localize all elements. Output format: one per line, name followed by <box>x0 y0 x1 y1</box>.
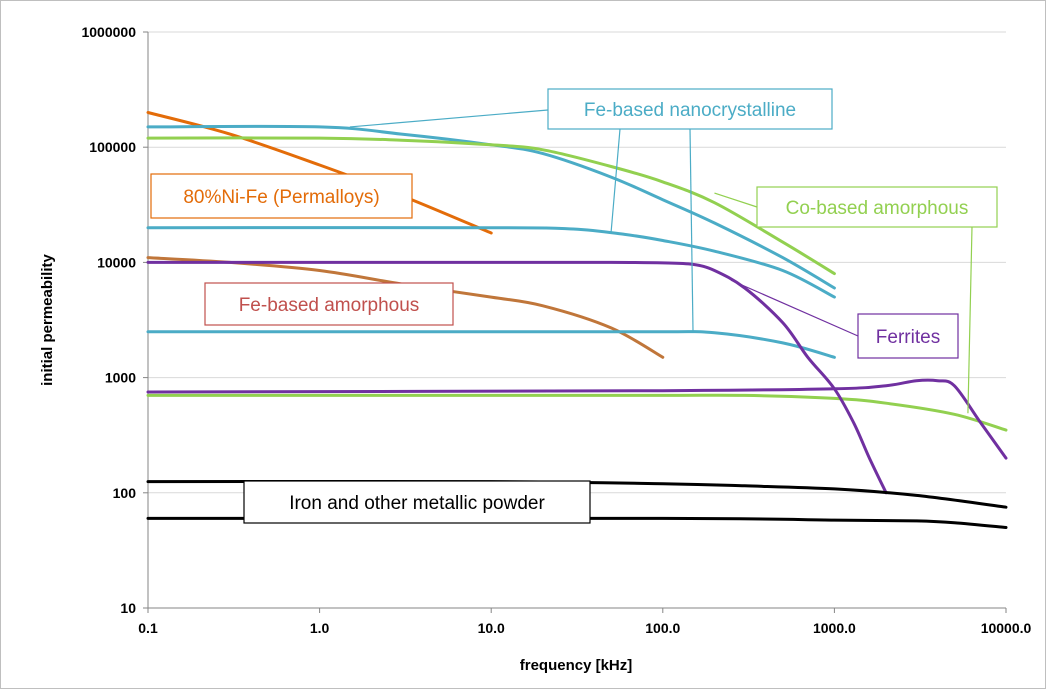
y-tick-label: 100 <box>113 485 137 501</box>
x-tick-label: 10.0 <box>478 620 505 636</box>
y-tick-label: 10 <box>120 600 136 616</box>
y-tick-label: 1000 <box>105 370 136 386</box>
annotation-box <box>756 186 998 228</box>
x-axis-title: frequency [kHz] <box>520 657 633 674</box>
annotation-label: Fe-based nanocrystalline <box>584 100 796 121</box>
annotations-group: Fe-based nanocrystalline Co-based amorpho… <box>150 88 998 524</box>
annotation-box <box>243 480 591 524</box>
annotation-label: Fe-based amorphous <box>239 295 420 316</box>
series-line-co_amorphous-5 <box>146 136 836 276</box>
annotation-label: Iron and other metallic powder <box>289 493 545 514</box>
annotation-pointer-line <box>610 128 621 232</box>
series-line-ferrites-8 <box>146 378 1008 460</box>
annotation-label: 80%Ni-Fe (Permalloys) <box>183 187 379 208</box>
axes: 10 100 1000 10000 100000 1000000 0.1 1.0 10.0 100… <box>81 24 1031 636</box>
annotation-box <box>857 313 959 359</box>
series-line-nanocrystalline-4 <box>146 330 836 359</box>
x-tick-label: 1.0 <box>310 620 330 636</box>
x-tick-label: 0.1 <box>138 620 158 636</box>
y-tick-label: 10000 <box>97 254 136 270</box>
y-axis-title: initial permeability <box>39 253 56 385</box>
x-tick-label: 100.0 <box>645 620 680 636</box>
annotation-box <box>150 173 413 219</box>
annotation-box <box>204 282 454 326</box>
series-line-ferrites-7 <box>146 260 888 495</box>
annotation-pointer-line <box>730 279 859 337</box>
annotation-label: Co-based amorphous <box>786 198 969 219</box>
annotation-box <box>547 88 833 130</box>
annotation-pointer-line <box>714 192 758 208</box>
annotation-pointer-line <box>689 128 694 332</box>
y-tick-label: 100000 <box>89 139 136 155</box>
annotation-pointer-line <box>349 109 549 128</box>
y-tick-label: 1000000 <box>81 24 136 40</box>
x-tick-label: 1000.0 <box>813 620 856 636</box>
annotation-pointer-line <box>967 226 973 414</box>
series-line-nanocrystalline-2 <box>146 124 836 290</box>
series-line-nanocrystalline-3 <box>146 226 836 299</box>
annotation-pointers <box>349 109 973 414</box>
annotation-label: Ferrites <box>876 327 940 348</box>
series-line-co_amorphous-6 <box>146 393 1008 432</box>
x-tick-label: 10000.0 <box>981 620 1032 636</box>
